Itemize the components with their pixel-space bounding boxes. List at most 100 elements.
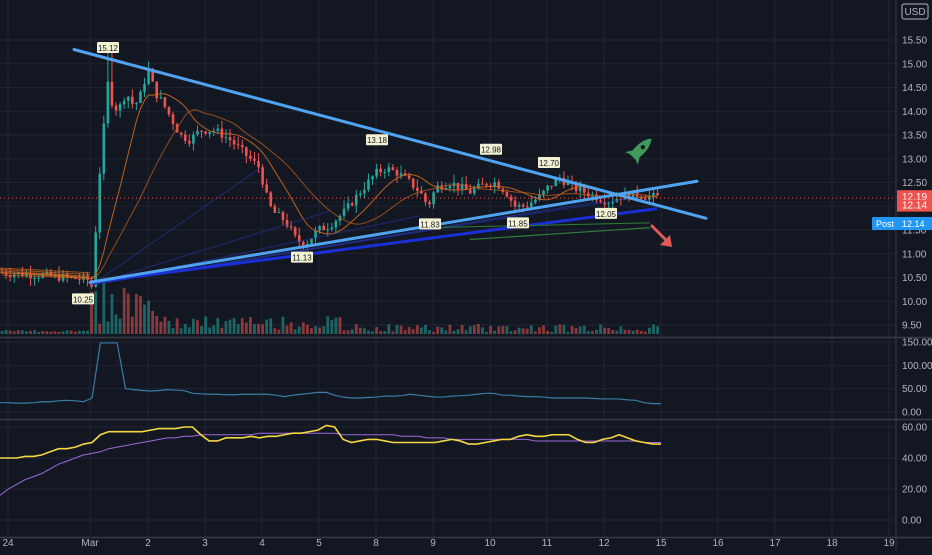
candle-body	[326, 229, 330, 231]
volume-bar	[521, 328, 525, 334]
pivot-label-box	[507, 217, 529, 229]
post-market-value: 12.14	[902, 219, 925, 229]
candle-body	[379, 168, 382, 173]
volume-bar	[220, 327, 224, 334]
volume-bar	[122, 287, 126, 334]
candle-body	[399, 173, 403, 176]
volume-bar	[204, 316, 208, 334]
volume-bar	[481, 327, 484, 334]
pivot-label-box	[97, 42, 119, 54]
volume-bar	[595, 329, 598, 334]
candle-body	[183, 134, 187, 141]
candle-body	[424, 193, 427, 203]
volume-bar	[460, 324, 464, 334]
volume-bar	[151, 310, 155, 334]
volume-bar	[562, 324, 566, 334]
support-line-dark	[91, 207, 658, 284]
volume-bar	[375, 327, 379, 334]
candle-body	[363, 189, 366, 194]
currency-label: USD	[904, 7, 925, 18]
volume-bar	[383, 331, 387, 334]
volume-bar	[228, 319, 232, 334]
volume-bar	[330, 320, 334, 334]
volume-bar	[452, 330, 456, 334]
volume-bar	[155, 315, 159, 334]
post-market-label: Post	[876, 219, 895, 229]
candle-body	[611, 201, 615, 204]
candle-body	[8, 275, 12, 277]
candle-body	[542, 190, 545, 195]
candle-body	[489, 185, 492, 187]
volume-bar	[358, 327, 362, 334]
time-tick-label: 11	[542, 538, 553, 549]
volume-bar	[163, 316, 167, 334]
candle-body	[314, 230, 317, 239]
candle-body	[151, 69, 154, 82]
candle-body	[188, 140, 191, 144]
volume-bar	[69, 330, 73, 334]
pivot-label: 11.85	[508, 219, 528, 228]
pivot-label-box	[366, 134, 388, 146]
candle-body	[204, 131, 207, 134]
volume-bar	[183, 323, 187, 334]
candle-body	[179, 132, 183, 135]
candle-body	[25, 273, 28, 277]
candle-body	[477, 183, 480, 189]
volume-bar	[102, 280, 106, 334]
indicator-tick-label: 100.00	[902, 361, 932, 372]
candle-body	[98, 173, 102, 233]
candle-body	[342, 208, 346, 216]
volume-bar	[106, 321, 110, 334]
volume-bar	[261, 324, 265, 334]
support-line-green	[429, 222, 651, 229]
volume-bar	[236, 324, 240, 334]
volume-bar	[20, 330, 24, 334]
volume-bar	[98, 323, 102, 334]
candle-body	[530, 202, 533, 207]
candle-body	[517, 204, 521, 207]
candle-body	[509, 196, 513, 201]
volume-bar	[37, 331, 41, 334]
volume-bar	[305, 324, 309, 334]
candle-body	[566, 182, 570, 185]
volume-bar	[538, 327, 541, 334]
candle-body	[293, 227, 297, 236]
candle-body	[330, 227, 334, 230]
volume-bar	[590, 330, 594, 334]
candle-body	[147, 69, 150, 84]
candle-body	[208, 131, 211, 134]
candle-body	[126, 96, 130, 101]
time-tick-label: 19	[883, 538, 895, 549]
price-tick-label: 9.50	[902, 321, 922, 332]
volume-bar	[65, 330, 69, 334]
volume-bar	[354, 324, 358, 334]
candle-body	[322, 225, 325, 231]
candle-body	[497, 182, 501, 189]
volume-bar	[627, 329, 631, 334]
candle-body	[338, 215, 342, 221]
candle-body	[200, 130, 203, 132]
volume-bar	[338, 317, 342, 334]
indicator-line	[0, 342, 661, 405]
candle-body	[440, 185, 444, 190]
candle-body	[375, 168, 378, 177]
candle-body	[493, 182, 496, 187]
volume-bar	[403, 330, 407, 334]
volume-bar	[619, 326, 623, 334]
candle-body	[420, 190, 423, 194]
candle-body	[106, 81, 110, 124]
volume-bar	[143, 304, 146, 334]
time-tick-label: 18	[826, 538, 838, 549]
volume-bar	[415, 325, 419, 334]
volume-bar	[110, 294, 114, 334]
volume-bar	[53, 331, 57, 334]
candle-body	[644, 198, 647, 200]
volume-bar	[615, 330, 619, 334]
candle-body	[656, 192, 659, 196]
volume-bar	[505, 326, 509, 334]
volume-bar	[599, 324, 602, 334]
candle-body	[277, 212, 281, 214]
candle-body	[289, 226, 293, 228]
volume-bar	[546, 330, 550, 334]
